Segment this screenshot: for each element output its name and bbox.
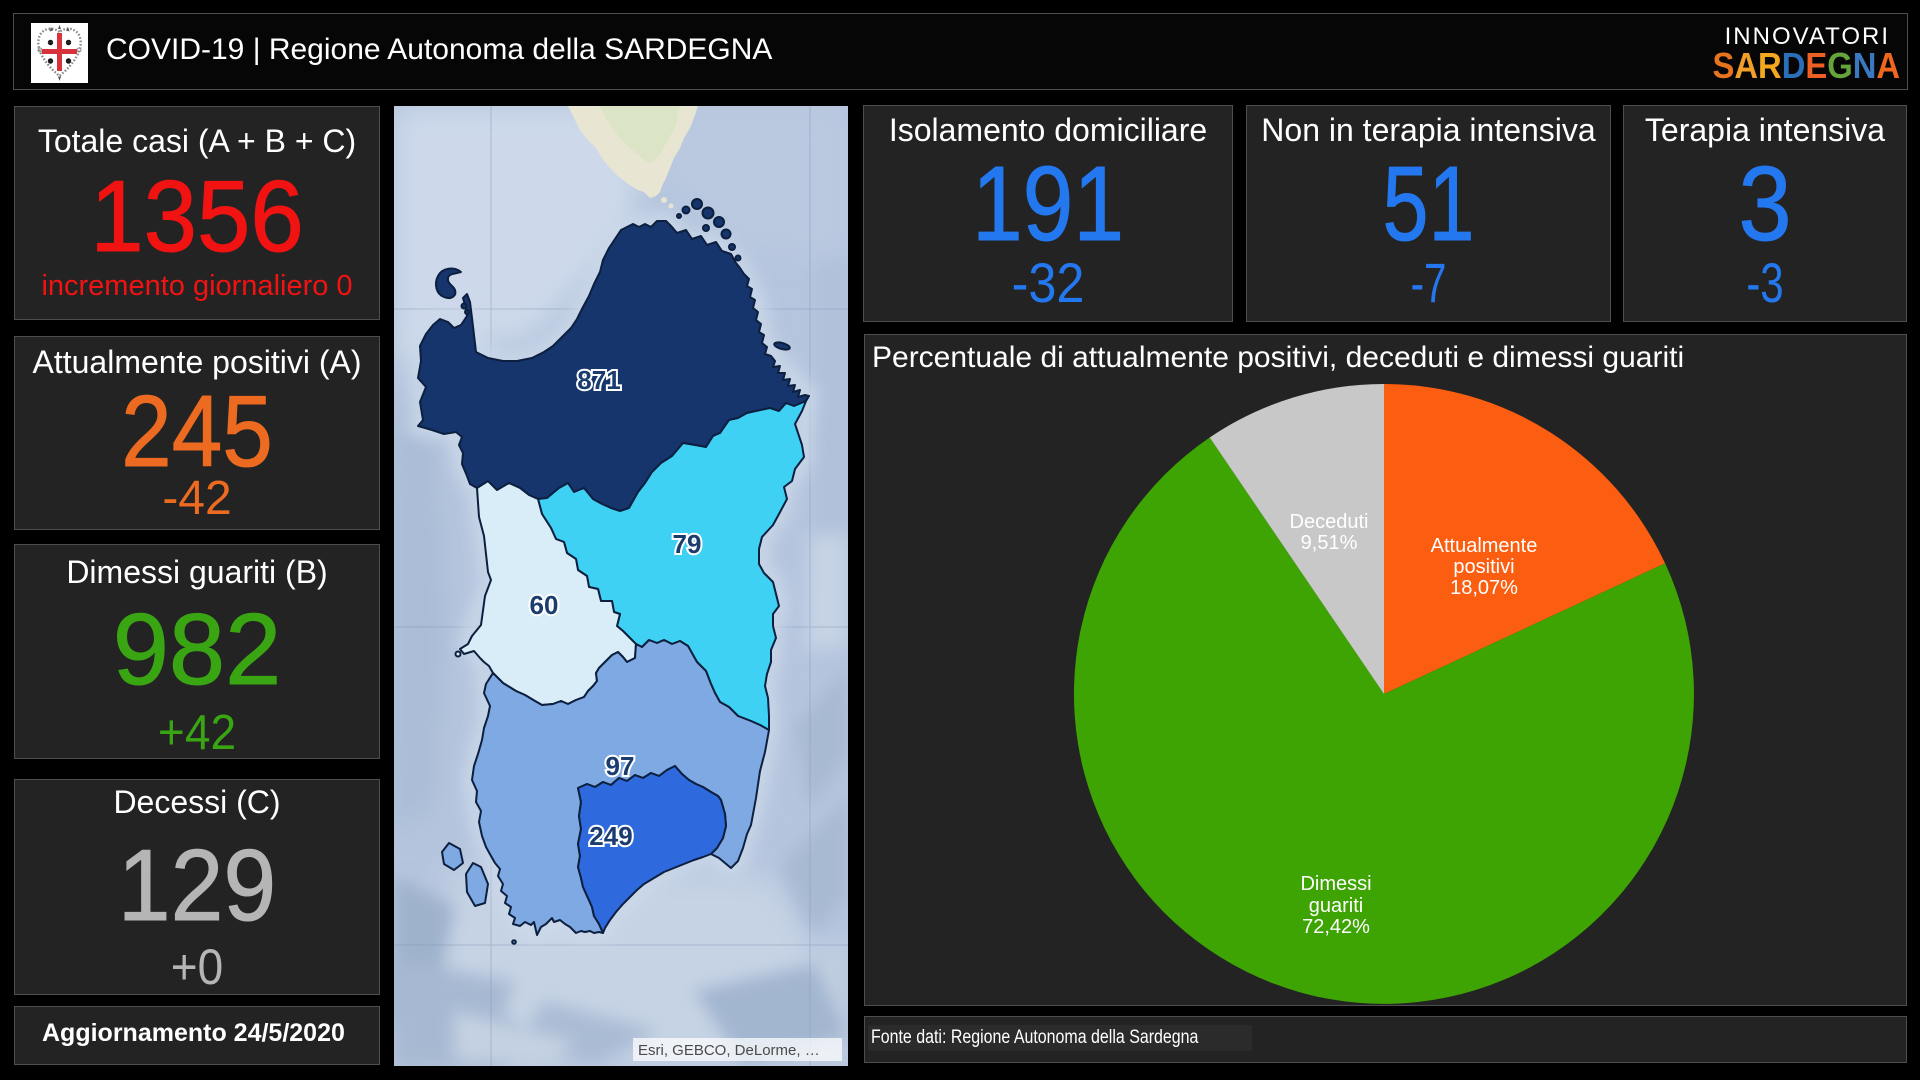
svg-text:Esri, GEBCO, DeLorme, …: Esri, GEBCO, DeLorme, … [638, 1042, 820, 1059]
svg-text:72,42%: 72,42% [1302, 916, 1370, 938]
svg-text:9,51%: 9,51% [1301, 532, 1358, 554]
svg-text:18,07%: 18,07% [1450, 577, 1518, 599]
svg-text:97: 97 [606, 751, 635, 781]
svg-text:60: 60 [530, 590, 559, 620]
svg-text:Dimessi: Dimessi [1300, 873, 1371, 895]
svg-text:positivi: positivi [1453, 556, 1514, 578]
svg-text:79: 79 [673, 529, 702, 559]
svg-text:871: 871 [577, 365, 620, 395]
svg-text:guariti: guariti [1309, 895, 1363, 917]
svg-text:Deceduti: Deceduti [1290, 511, 1369, 533]
svg-text:Attualmente: Attualmente [1431, 535, 1538, 557]
svg-text:249: 249 [589, 821, 632, 851]
